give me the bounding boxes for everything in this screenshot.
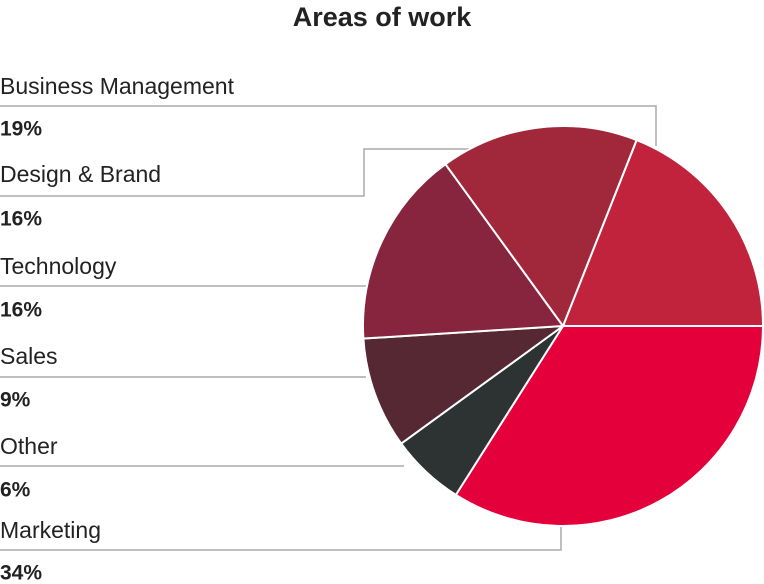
value-label: 34% [0, 562, 42, 584]
category-label: Technology [0, 253, 117, 279]
category-label: Sales [0, 343, 58, 369]
category-label: Other [0, 433, 58, 459]
value-label: 19% [0, 118, 42, 141]
pie-slice [444, 125, 638, 329]
pie-slice [362, 324, 567, 445]
value-label: 9% [0, 389, 31, 412]
leader-line [0, 148, 470, 197]
pie-slice [561, 138, 764, 327]
chart-title: Areas of work [293, 2, 473, 32]
leader-lines [0, 105, 657, 551]
leader-line [0, 105, 657, 146]
leader-line [0, 527, 562, 551]
pie-slice [454, 325, 764, 527]
value-label: 6% [0, 479, 31, 502]
pie-slice [362, 162, 565, 340]
category-label: Business Management [0, 73, 235, 99]
value-label: 16% [0, 208, 42, 231]
value-label: 16% [0, 299, 42, 322]
category-label: Design & Brand [0, 161, 161, 187]
category-label: Marketing [0, 517, 101, 543]
